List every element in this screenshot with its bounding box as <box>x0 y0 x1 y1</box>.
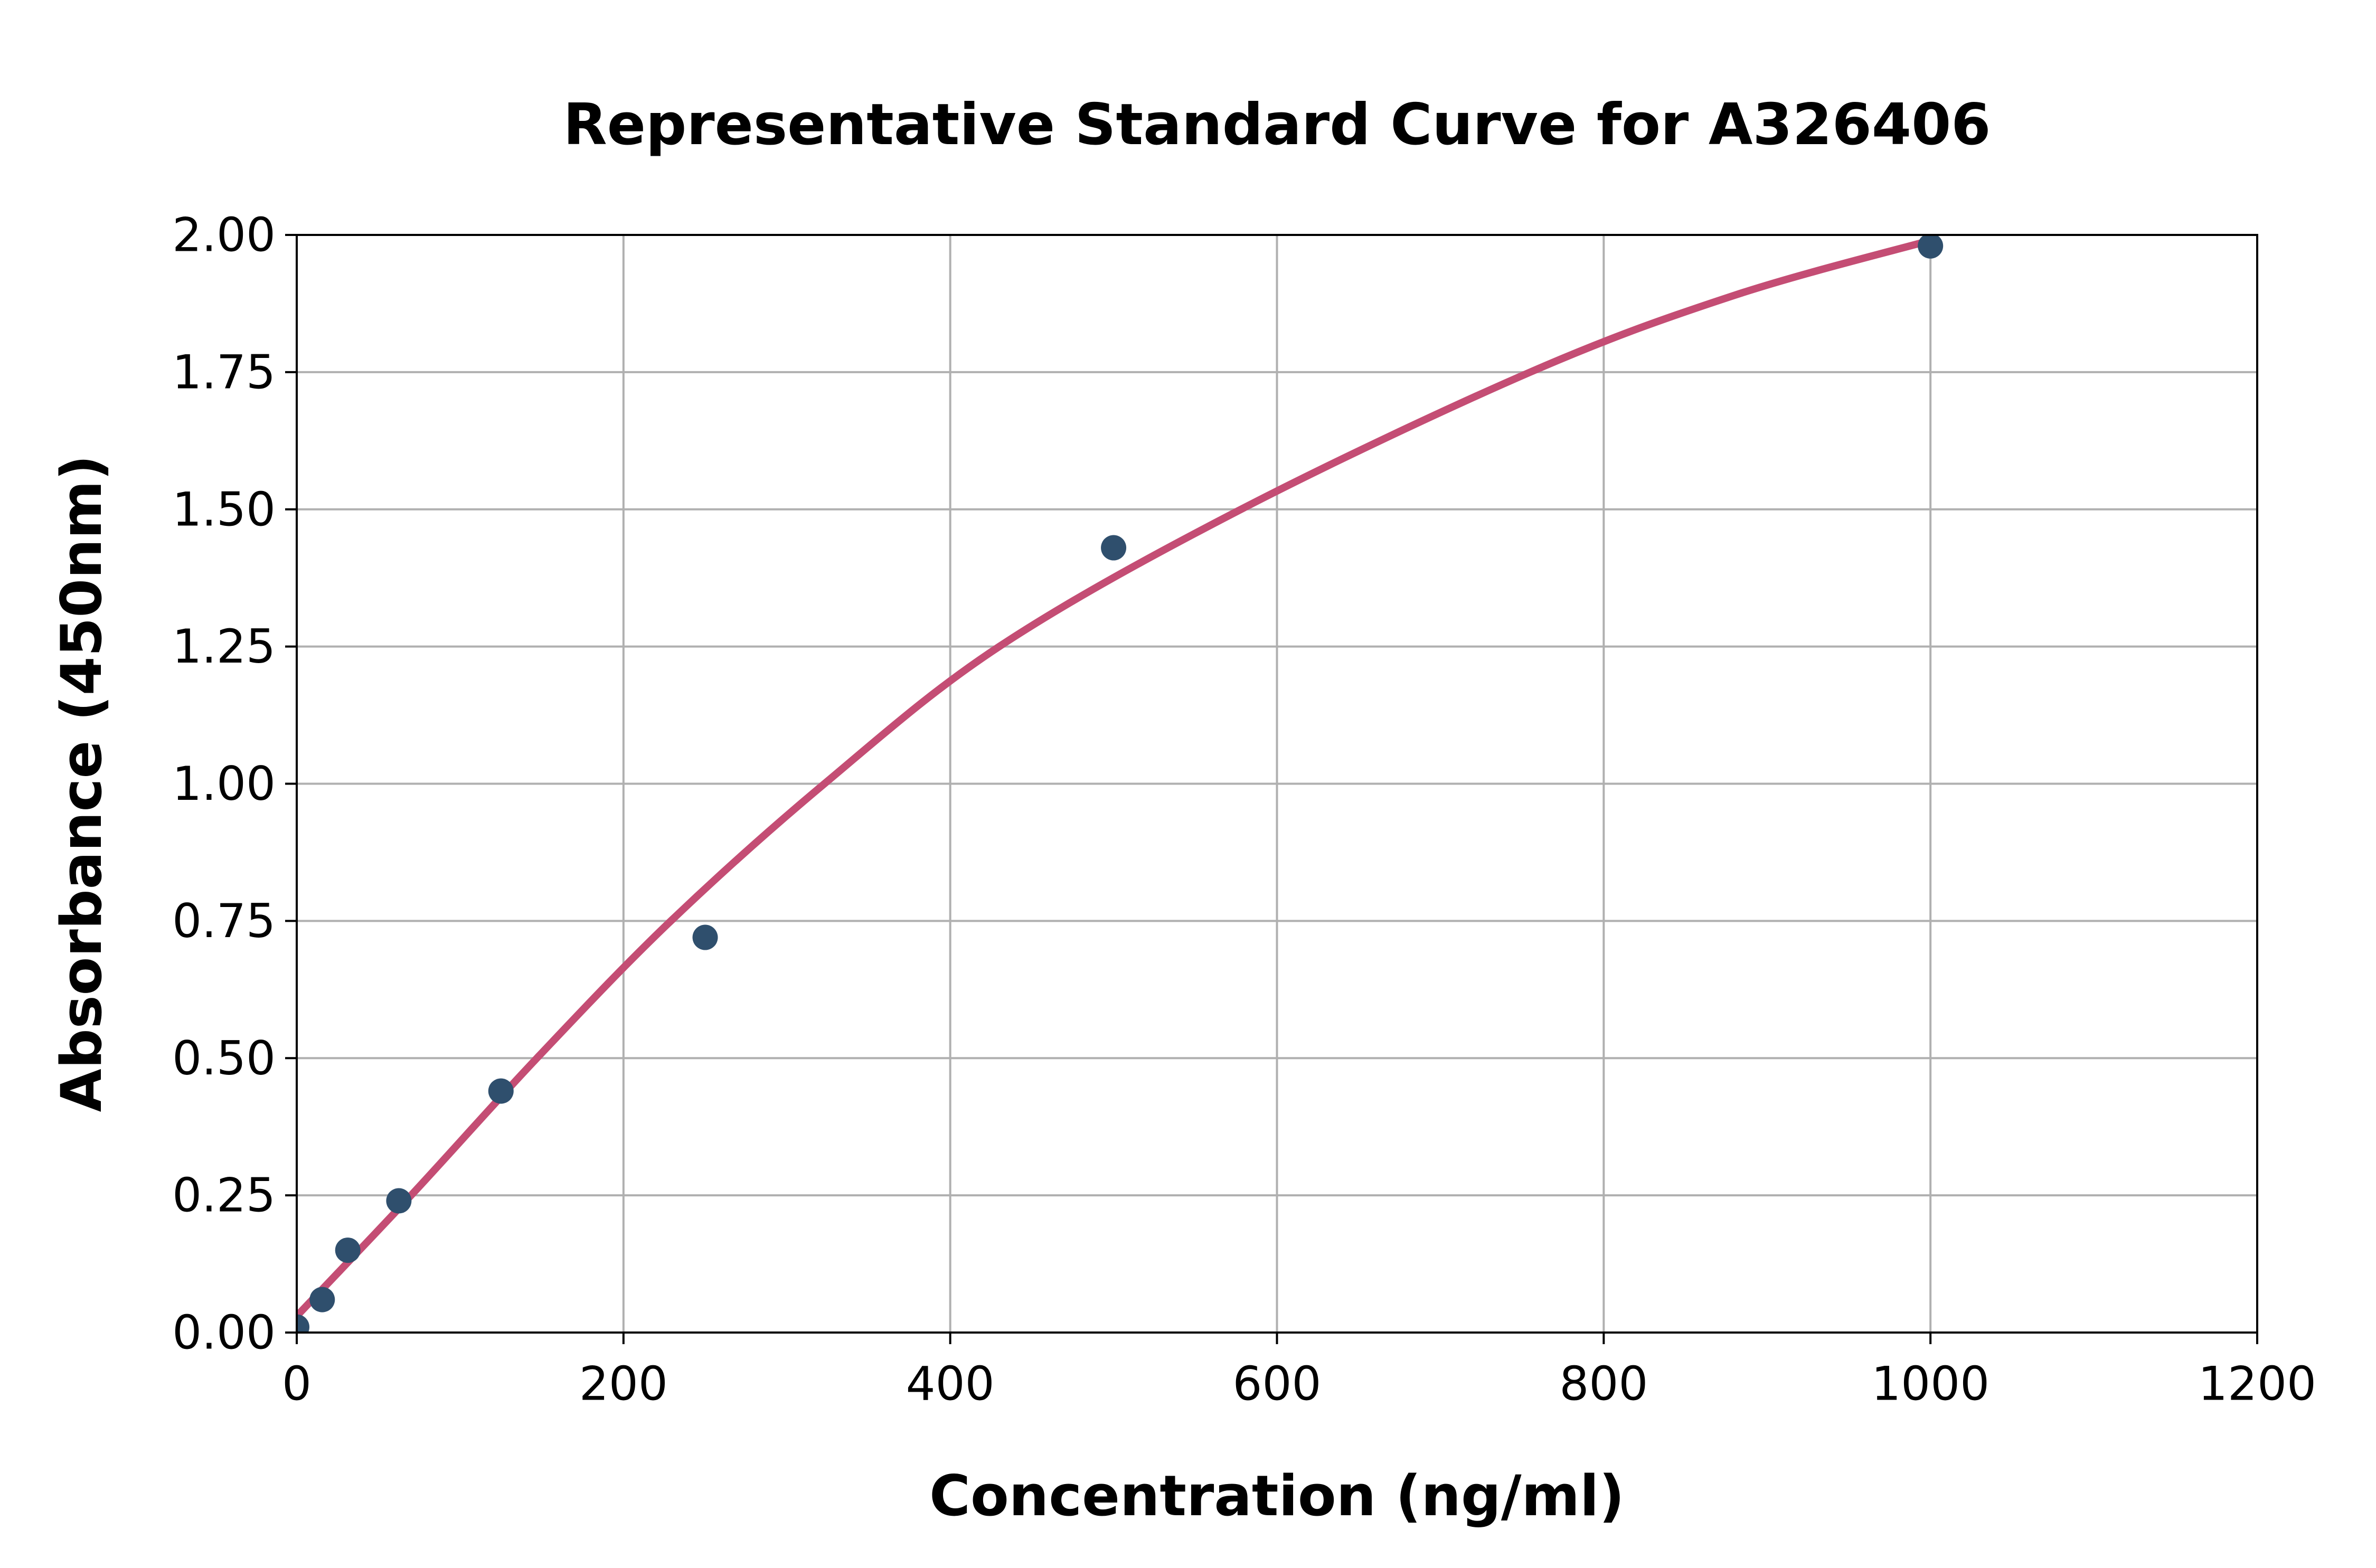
x-tick-label: 200 <box>579 1357 668 1411</box>
x-tick-label: 1000 <box>1871 1357 1990 1411</box>
chart-title: Representative Standard Curve for A32640… <box>563 92 1991 158</box>
y-tick-label: 1.75 <box>172 345 276 399</box>
y-tick-label: 1.00 <box>172 757 276 811</box>
data-marks <box>297 235 1944 1333</box>
x-tick-label: 800 <box>1559 1357 1648 1411</box>
data-point <box>488 1078 514 1104</box>
gridlines <box>297 235 2257 1333</box>
y-tick-label: 0.50 <box>172 1031 276 1085</box>
data-point <box>692 924 718 950</box>
y-tick-label: 0.75 <box>172 894 276 948</box>
y-tick-label: 0.25 <box>172 1168 276 1223</box>
y-tick-label: 0.00 <box>172 1306 276 1360</box>
ticks: 0 200 400 600 800 1000 1200 0.00 0.25 0.50 0.75 1.0… <box>172 208 2316 1411</box>
data-point <box>297 1314 309 1333</box>
data-point <box>386 1188 412 1214</box>
x-tick-label: 400 <box>906 1357 995 1411</box>
x-tick-label: 1200 <box>2198 1357 2316 1411</box>
y-axis-label: Absorbance (450nm) <box>49 455 114 1112</box>
data-point <box>1918 235 1944 259</box>
x-tick-label: 600 <box>1233 1357 1322 1411</box>
data-point <box>335 1238 361 1263</box>
data-point <box>309 1287 335 1312</box>
y-tick-label: 2.00 <box>172 208 276 262</box>
fit-curve <box>297 237 1932 1319</box>
y-tick-label: 1.50 <box>172 482 276 536</box>
data-point <box>1101 535 1127 561</box>
y-tick-label: 1.25 <box>172 619 276 674</box>
x-axis-label: Concentration (ng/ml) <box>929 1463 1625 1528</box>
x-tick-label: 0 <box>282 1357 312 1411</box>
